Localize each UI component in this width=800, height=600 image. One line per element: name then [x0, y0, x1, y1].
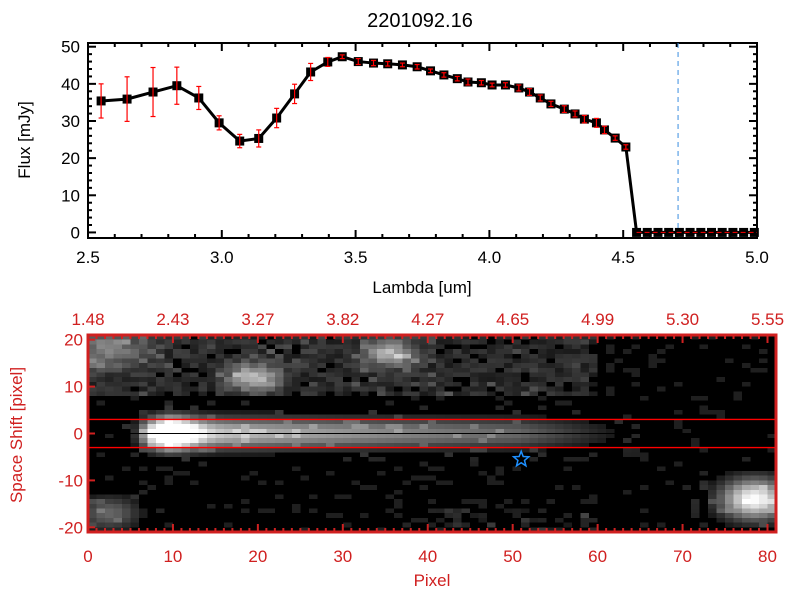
y-tick-label: -10	[58, 471, 83, 490]
flux-line	[101, 55, 755, 234]
plot-frame	[87, 42, 758, 239]
y-tick-label: 10	[64, 378, 83, 397]
x-tick-label: 2.5	[76, 248, 100, 267]
top-wavelength-label: 2.43	[156, 310, 189, 329]
top-wavelength-label: 5.55	[751, 310, 784, 329]
x-tick-label: 70	[673, 547, 692, 566]
x-tick-label: 40	[418, 547, 437, 566]
x-tick-label: 20	[248, 547, 267, 566]
data-point	[749, 227, 759, 237]
x-tick-label: 60	[588, 547, 607, 566]
top-wavelength-label: 3.82	[326, 310, 359, 329]
flux-plot: 2.5 3.0 3.5 4.0 4.5 5.0 0 10 20 30 40 50	[61, 38, 769, 267]
x-tick-label: 4.5	[611, 248, 635, 267]
y-tick-label: 0	[71, 223, 80, 242]
bottom-xlabel: Pixel	[414, 571, 451, 590]
top-ylabel: Flux [mJy]	[15, 101, 34, 178]
x-tick-label: 3.5	[344, 248, 368, 267]
plot-title: 2201092.16	[367, 10, 473, 32]
star-marker-icon	[511, 449, 531, 468]
y-tick-label: 50	[61, 38, 80, 57]
y-tick-label: 20	[64, 331, 83, 350]
top-wavelength-label: 4.65	[496, 310, 529, 329]
x-tick-label: 5.0	[745, 248, 769, 267]
y-tick-label: 0	[74, 425, 83, 444]
x-tick-label: 0	[83, 547, 92, 566]
x-tick-label: 10	[163, 547, 182, 566]
y-tick-label: 40	[61, 75, 80, 94]
x-tick-label: 80	[758, 547, 777, 566]
y-tick-label: 30	[61, 112, 80, 131]
top-wavelength-label: 4.27	[411, 310, 444, 329]
top-wavelength-label: 4.99	[581, 310, 614, 329]
y-tick-label: 10	[61, 186, 80, 205]
data-point	[685, 227, 695, 237]
x-tick-label: 4.0	[478, 248, 502, 267]
top-wavelength-label: 5.30	[666, 310, 699, 329]
image-plot: 0 10 20 30 40 50 60 70 80 -20 -10 0 10 20 1.48 2.43 3.27…	[58, 310, 784, 566]
y-tick-label: 20	[61, 149, 80, 168]
x-tick-label: 50	[503, 547, 522, 566]
x-tick-label: 30	[333, 547, 352, 566]
top-wavelength-label: 1.48	[71, 310, 104, 329]
top-xlabel: Lambda [um]	[372, 278, 471, 297]
bottom-ylabel: Space Shift [pixel]	[7, 367, 26, 503]
data-point	[717, 227, 727, 237]
top-wavelength-label: 3.27	[241, 310, 274, 329]
data-point	[653, 227, 663, 237]
y-tick-label: -20	[58, 518, 83, 537]
x-tick-label: 3.0	[210, 248, 234, 267]
